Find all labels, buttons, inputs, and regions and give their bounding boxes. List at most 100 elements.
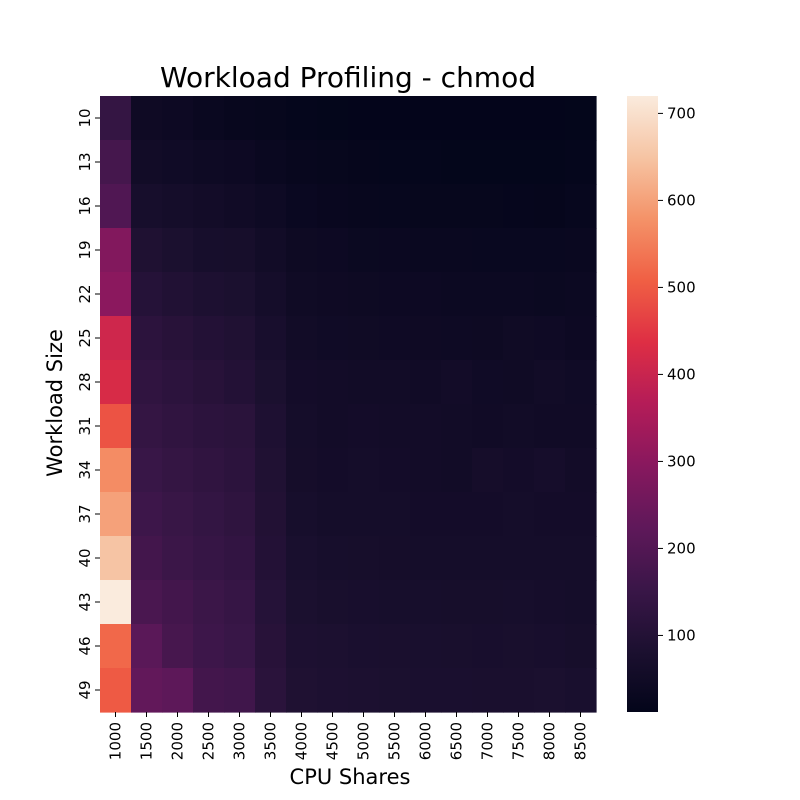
- heatmap-cell: [193, 580, 225, 625]
- heatmap-cell: [255, 492, 287, 537]
- heatmap-cells: [100, 96, 597, 713]
- heatmap-cell: [193, 272, 225, 317]
- heatmap-cell: [348, 624, 380, 669]
- heatmap-cell: [286, 580, 318, 625]
- heatmap-cell: [534, 140, 566, 185]
- heatmap-cell: [162, 404, 194, 449]
- heatmap-cell: [286, 140, 318, 185]
- x-tick-label: 5500: [386, 722, 404, 760]
- heatmap-cell: [131, 316, 163, 361]
- heatmap-cell: [503, 184, 535, 229]
- heatmap-cell: [286, 360, 318, 405]
- heatmap-cell: [317, 272, 349, 317]
- heatmap-cell: [534, 668, 566, 713]
- heatmap-cell: [441, 184, 473, 229]
- x-tick-label: 4500: [324, 722, 342, 760]
- y-axis-label: Workload Size: [43, 329, 67, 477]
- heatmap-cell: [410, 580, 442, 625]
- heatmap-cell: [379, 272, 411, 317]
- heatmap-cell: [348, 360, 380, 405]
- y-tick-label: 31: [76, 416, 94, 435]
- heatmap-cell: [441, 360, 473, 405]
- heatmap-cell: [131, 448, 163, 493]
- heatmap-cell: [503, 536, 535, 581]
- x-tick-label: 2000: [169, 722, 187, 760]
- heatmap-cell: [410, 536, 442, 581]
- heatmap-cell: [503, 492, 535, 537]
- heatmap-cell: [534, 360, 566, 405]
- y-tick-label: 34: [76, 460, 94, 479]
- heatmap-cell: [379, 624, 411, 669]
- heatmap-cell: [193, 360, 225, 405]
- heatmap-cell: [348, 492, 380, 537]
- colorbar-tick-label: 100: [667, 626, 696, 644]
- heatmap-cell: [410, 624, 442, 669]
- heatmap-cell: [472, 228, 504, 273]
- heatmap-cell: [224, 404, 256, 449]
- heatmap-cell: [131, 536, 163, 581]
- heatmap-cell: [317, 404, 349, 449]
- heatmap-cell: [286, 272, 318, 317]
- heatmap-cell: [410, 184, 442, 229]
- heatmap-cell: [286, 404, 318, 449]
- heatmap-cell: [100, 536, 132, 581]
- heatmap-cell: [565, 96, 597, 141]
- heatmap-cell: [131, 492, 163, 537]
- heatmap-cell: [534, 624, 566, 669]
- heatmap-cell: [472, 360, 504, 405]
- heatmap-cell: [162, 360, 194, 405]
- heatmap-cell: [348, 184, 380, 229]
- heatmap-cell: [317, 184, 349, 229]
- y-tick-label: 25: [76, 328, 94, 347]
- heatmap-cell: [131, 228, 163, 273]
- heatmap-cell: [379, 184, 411, 229]
- heatmap-cell: [255, 316, 287, 361]
- colorbar-tick-label: 200: [667, 539, 696, 557]
- heatmap-cell: [472, 96, 504, 141]
- heatmap-cell: [162, 624, 194, 669]
- colorbar-tick-label: 500: [667, 278, 696, 296]
- heatmap-cell: [565, 492, 597, 537]
- heatmap-cell: [317, 316, 349, 361]
- heatmap-cell: [286, 96, 318, 141]
- heatmap-cell: [100, 140, 132, 185]
- heatmap-cell: [224, 536, 256, 581]
- heatmap-cell: [255, 140, 287, 185]
- heatmap-cell: [255, 404, 287, 449]
- y-tick-label: 10: [76, 108, 94, 127]
- heatmap-cell: [348, 580, 380, 625]
- heatmap-cell: [379, 316, 411, 361]
- x-tick-label: 3000: [231, 722, 249, 760]
- heatmap-cell: [317, 360, 349, 405]
- heatmap-cell: [565, 448, 597, 493]
- heatmap-cell: [534, 492, 566, 537]
- colorbar-tick-label: 600: [667, 191, 696, 209]
- heatmap-cell: [503, 404, 535, 449]
- heatmap-cell: [503, 316, 535, 361]
- heatmap-cell: [224, 140, 256, 185]
- y-tick-label: 43: [76, 592, 94, 611]
- heatmap-cell: [348, 272, 380, 317]
- heatmap-cell: [193, 184, 225, 229]
- heatmap-cell: [503, 580, 535, 625]
- heatmap-cell: [410, 228, 442, 273]
- heatmap-cell: [255, 580, 287, 625]
- x-tick-label: 6000: [417, 722, 435, 760]
- y-tick-label: 28: [76, 372, 94, 391]
- heatmap-cell: [162, 140, 194, 185]
- x-tick-label: 8500: [572, 722, 590, 760]
- heatmap-cell: [441, 536, 473, 581]
- heatmap-cell: [534, 184, 566, 229]
- heatmap-cell: [410, 404, 442, 449]
- heatmap-cell: [100, 492, 132, 537]
- heatmap-cell: [162, 492, 194, 537]
- heatmap-cell: [317, 448, 349, 493]
- heatmap-cell: [472, 668, 504, 713]
- heatmap-cell: [286, 492, 318, 537]
- heatmap-cell: [286, 448, 318, 493]
- heatmap-cell: [472, 448, 504, 493]
- colorbar: [627, 96, 658, 712]
- heatmap-cell: [565, 404, 597, 449]
- heatmap-cell: [193, 228, 225, 273]
- y-tick-label: 13: [76, 152, 94, 171]
